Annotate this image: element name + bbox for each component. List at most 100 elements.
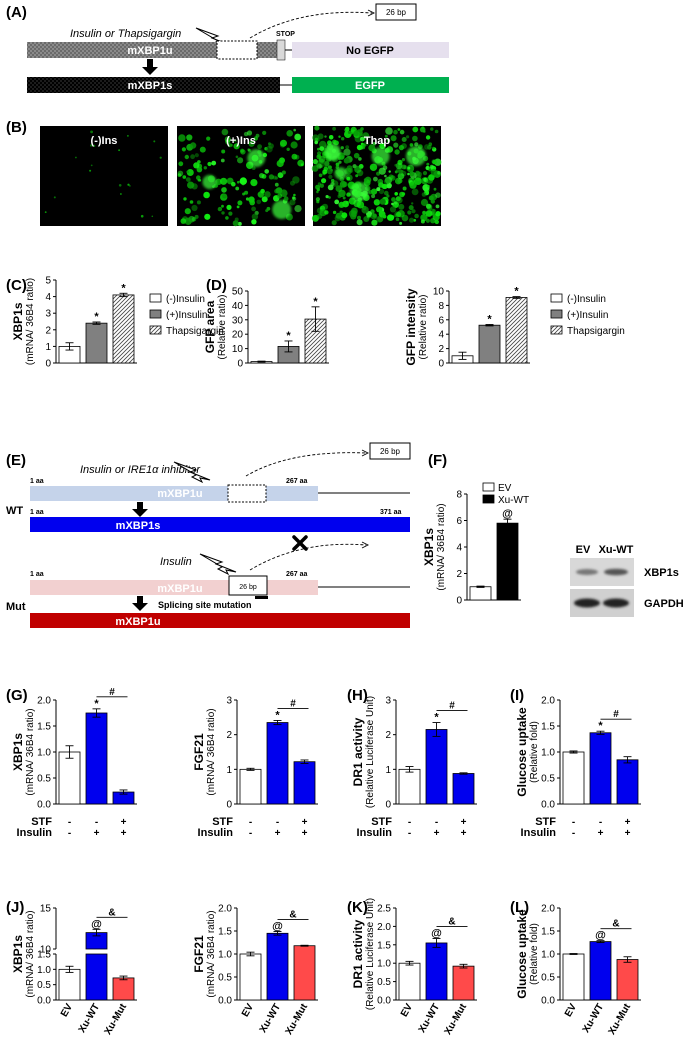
cell-dot <box>159 156 162 159</box>
y-axis-subtitle: (Relative fold) <box>529 721 540 783</box>
cell-dot <box>399 129 405 135</box>
wt-mxbp1u-text: mXBP1u <box>157 488 202 500</box>
y-tick-label: 5 <box>45 276 51 287</box>
y-tick-label: 2.0 <box>218 904 232 915</box>
cell-dot <box>197 160 201 164</box>
bar <box>58 751 81 805</box>
mut-label: Mut <box>6 601 26 613</box>
bracket-mark: # <box>290 698 296 709</box>
cell-dot <box>386 194 390 198</box>
y-tick-label: 2.0 <box>541 904 555 915</box>
splice-arrow <box>245 452 367 477</box>
cell-dot <box>372 142 377 146</box>
mxbp1u-bar <box>27 42 277 58</box>
y-tick-label: 1.0 <box>37 965 51 976</box>
x-tick-label: Xu-Mut <box>607 1001 634 1036</box>
bracket-mark: # <box>613 709 619 720</box>
cell-dot <box>311 165 319 172</box>
cell-dot <box>356 219 363 226</box>
cell-dot <box>369 163 378 171</box>
cell-dot <box>397 172 405 180</box>
cell-dot <box>341 212 348 219</box>
y-tick-label: 1.0 <box>37 748 51 759</box>
cell-dot <box>324 210 329 215</box>
cell-dot <box>338 201 345 208</box>
cell-dot <box>346 165 353 172</box>
cell-dot <box>390 135 397 142</box>
bar <box>266 722 289 805</box>
cell-dot <box>409 143 414 147</box>
cell-dot <box>359 132 363 137</box>
y-axis-title: FGF21 <box>192 733 206 771</box>
cell-dot <box>118 149 120 152</box>
cell-dot <box>347 130 352 134</box>
cell-dot <box>221 211 225 215</box>
bracket-mark: & <box>448 917 455 928</box>
cell-dot <box>354 165 362 173</box>
y-tick-label: 50 <box>232 287 244 298</box>
bar <box>562 751 585 805</box>
cell-dot <box>240 148 245 153</box>
bar <box>616 759 639 805</box>
cell-dot <box>368 144 376 152</box>
cell-dot <box>342 196 346 200</box>
panel-a-label: (A) <box>6 4 27 21</box>
cell-dot <box>322 160 330 168</box>
x-tick-label: Xu-WT <box>258 1002 283 1035</box>
cell-dot <box>251 219 257 225</box>
cell-dot <box>391 197 396 202</box>
cell-dot <box>317 133 324 140</box>
cell-dot <box>395 217 400 221</box>
cell-dot <box>259 173 265 179</box>
cell-dot <box>319 140 327 149</box>
bar <box>562 953 585 1001</box>
y-tick-label: 0.5 <box>541 973 555 984</box>
cell-dot <box>361 143 366 148</box>
cell-dot <box>394 192 399 196</box>
cell-dot <box>221 204 224 208</box>
cell-dot <box>376 187 381 192</box>
cell-dot <box>314 140 319 145</box>
splice-mutation-text: Splicing site mutation <box>158 600 252 610</box>
cell-dot <box>286 130 294 137</box>
cell-dot <box>316 190 319 194</box>
aa267-text: 267 aa <box>286 571 308 578</box>
bar <box>425 942 448 1001</box>
cell-dot <box>189 200 194 204</box>
down-arrow-icon <box>142 59 158 75</box>
panel-a-26bp-box <box>375 3 417 21</box>
y-axis-title: Glucose uptake <box>515 707 529 797</box>
cell-dot <box>184 208 191 215</box>
significance-mark: @ <box>502 508 513 520</box>
cell-dot <box>318 173 323 178</box>
significance-mark: * <box>121 282 126 294</box>
cell-dot <box>194 153 199 158</box>
cell-dot <box>203 166 207 170</box>
cell-dot <box>191 183 198 190</box>
cell-dot <box>248 140 255 147</box>
x-row-symbol: + <box>121 817 127 828</box>
cell-dot <box>286 147 290 151</box>
bar <box>85 953 108 1001</box>
y-tick-label: 2 <box>226 730 232 741</box>
blot-col-xuwt: Xu-WT <box>599 544 634 556</box>
cell-dot <box>384 134 388 138</box>
x-row-symbol: - <box>435 817 438 828</box>
mutation-mark <box>255 596 268 599</box>
mxbp1s-bar <box>27 77 280 93</box>
cell-dot <box>428 142 433 146</box>
y-tick-label: 0.0 <box>218 996 232 1007</box>
y-tick-label: 8 <box>456 490 462 501</box>
cell-dot <box>237 157 244 164</box>
cell-dot <box>127 135 129 137</box>
cell-dot <box>89 169 92 172</box>
y-axis-subtitle: (Relative fold) <box>529 923 540 985</box>
cell-dot <box>222 193 228 199</box>
bracket-mark: & <box>612 919 619 930</box>
bar <box>112 294 135 364</box>
aa1-text: 1 aa <box>30 509 44 516</box>
cell-dot <box>430 127 434 131</box>
cell-dot <box>199 146 206 153</box>
y-axis-subtitle: (Relative ratio) <box>217 294 228 359</box>
